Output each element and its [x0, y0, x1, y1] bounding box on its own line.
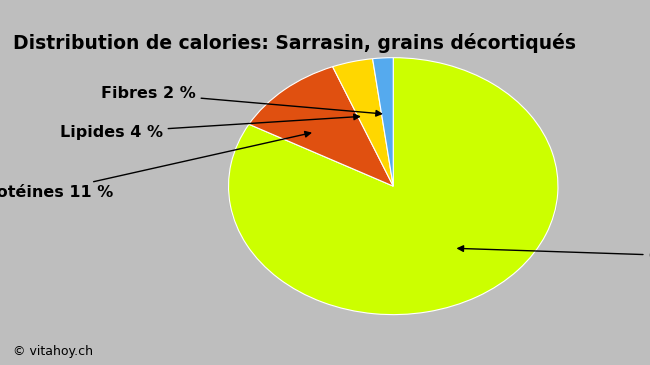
Text: Glucides 83 %: Glucides 83 % — [458, 246, 650, 264]
Text: Fibres 2 %: Fibres 2 % — [101, 86, 382, 116]
Wedge shape — [372, 58, 393, 186]
Text: © vitahoy.ch: © vitahoy.ch — [13, 345, 93, 358]
Wedge shape — [249, 67, 393, 186]
Wedge shape — [229, 58, 558, 315]
Text: Lipides 4 %: Lipides 4 % — [60, 114, 359, 140]
Text: Distribution de calories: Sarrasin, grains décortiqués: Distribution de calories: Sarrasin, grai… — [13, 33, 576, 53]
Text: Protéines 11 %: Protéines 11 % — [0, 131, 311, 200]
Wedge shape — [333, 59, 393, 186]
Ellipse shape — [229, 100, 558, 293]
